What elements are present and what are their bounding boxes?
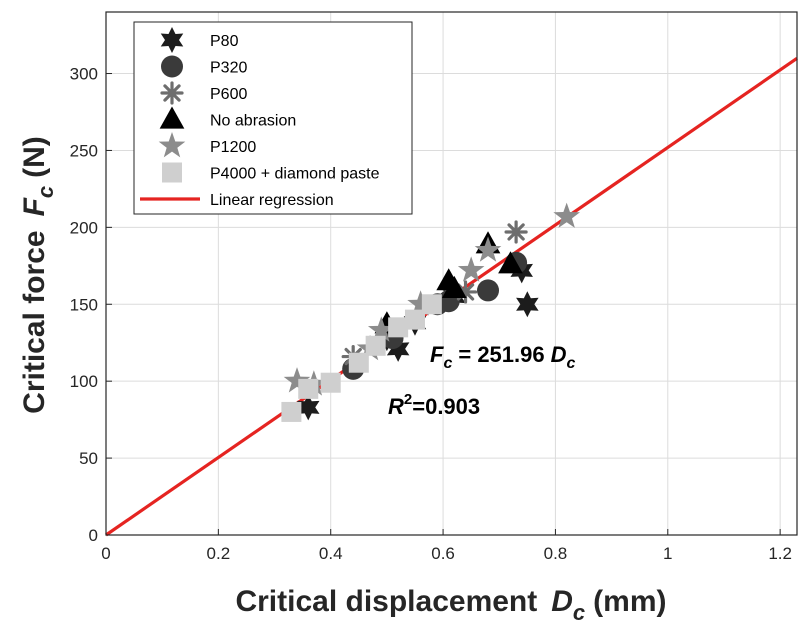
equation-text: = 251.96 [458, 342, 544, 367]
data-point-p4000-diamond-paste [320, 372, 341, 393]
x-tick-label: 0.2 [207, 544, 231, 563]
r2-sup: 2 [404, 391, 412, 408]
data-point-p4000-diamond-paste [281, 401, 302, 422]
series-p4000-diamond-paste [281, 294, 442, 422]
legend-label-p600: P600 [210, 86, 247, 103]
legend-label-linear-regression: Linear regression [210, 192, 334, 209]
x-tick-label: 0 [101, 544, 110, 563]
data-point-p4000-diamond-paste [298, 378, 319, 399]
data-point-p1200 [367, 316, 395, 342]
y-axis-label-suffix: (N) [18, 136, 51, 178]
x-axis-label-prefix: Critical displacement [235, 585, 537, 618]
y-tick-label: 0 [89, 526, 98, 545]
y-axis-label-var: F [18, 197, 51, 216]
data-point-p80 [296, 394, 320, 421]
x-tick-label: 0.4 [319, 544, 343, 563]
y-axis-label: Critical force Fc (N) [18, 136, 58, 414]
x-tick-labels: 0 0.2 0.4 0.6 0.8 1 1.2 [101, 529, 792, 563]
x-tick-label: 0.8 [544, 544, 568, 563]
legend-marker-p1200 [158, 132, 186, 158]
data-point-p1200 [283, 367, 311, 393]
legend-marker-p600 [160, 81, 184, 105]
legend-label-no-abrasion: No abrasion [210, 113, 296, 130]
x-axis-label-sub: c [573, 600, 585, 623]
x-tick-label: 1.2 [768, 544, 792, 563]
y-tick-label: 150 [70, 295, 98, 314]
equation-var-right: D [551, 342, 567, 367]
y-tick-label: 200 [70, 218, 98, 237]
legend-label-p80: P80 [210, 33, 239, 50]
legend-marker-p4000-diamond-paste [162, 162, 182, 183]
data-point-p600 [504, 220, 528, 244]
plot-frame [105, 11, 798, 536]
y-axis-label-sub: c [33, 186, 58, 198]
y-tick-label: 100 [70, 372, 98, 391]
x-axis-label-var: D [551, 585, 573, 618]
legend-marker-p320 [161, 55, 183, 78]
data-point-p320 [477, 279, 500, 302]
x-axis-label-suffix: (mm) [593, 585, 666, 618]
legend: P80 P320 P600 No abrasion P1200 P4000 + diamo… [133, 21, 413, 215]
legend-marker-no-abrasion [159, 106, 185, 129]
y-axis-label-prefix: Critical force [18, 230, 51, 413]
y-tick-label: 300 [70, 65, 98, 84]
data-point-p4000-diamond-paste [404, 309, 425, 330]
legend-label-p320: P320 [210, 60, 247, 77]
equation-sub-left: c [443, 355, 452, 372]
y-tick-labels: 0 50 100 150 200 250 300 [70, 65, 112, 545]
legend-marker-p80 [160, 27, 184, 53]
data-point-p4000-diamond-paste [348, 352, 369, 373]
data-point-p80 [386, 335, 410, 362]
data-point-no-abrasion [498, 251, 523, 274]
x-tick-label: 1 [663, 544, 672, 563]
data-points [281, 202, 580, 422]
data-point-p1200 [474, 236, 502, 262]
data-point-p1200 [407, 290, 434, 316]
data-point-p80 [516, 291, 539, 318]
r-squared-annotation: R2=0.903 [388, 391, 480, 419]
x-tick-label: 0.6 [431, 544, 455, 563]
r2-value: =0.903 [412, 394, 480, 419]
equation-sub-right: c [567, 355, 576, 372]
data-point-p1200 [553, 202, 580, 228]
y-tick-label: 50 [79, 449, 98, 468]
equation-var-left: F [430, 342, 444, 367]
r2-var: R [388, 394, 404, 419]
legend-label-p1200: P1200 [210, 139, 256, 156]
regression-equation: Fc = 251.96 Dc [430, 342, 576, 372]
data-point-no-abrasion [441, 275, 467, 298]
data-point-p4000-diamond-paste [421, 294, 442, 315]
data-point-p4000-diamond-paste [388, 317, 409, 338]
legend-label-p4000-diamond-paste: P4000 + diamond paste [210, 166, 380, 183]
data-point-p1200 [457, 256, 485, 282]
y-tick-label: 250 [70, 141, 98, 160]
data-point-p4000-diamond-paste [365, 335, 386, 356]
x-axis-label: Critical displacement Dc (mm) [235, 585, 666, 623]
